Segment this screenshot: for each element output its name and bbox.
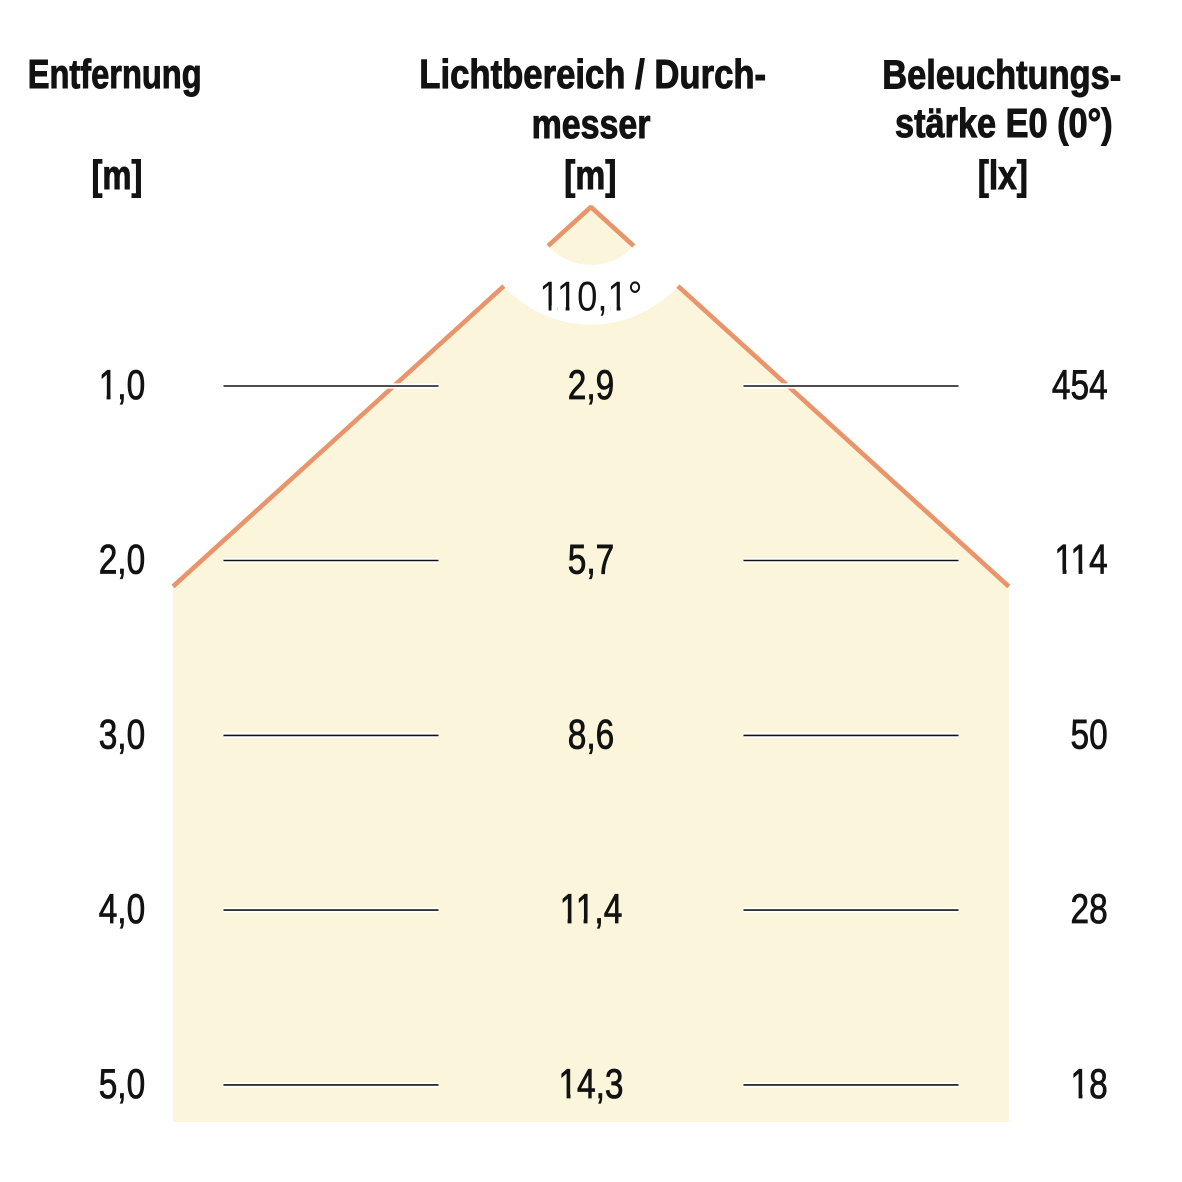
svg-text:4,0: 4,0 [99,886,145,932]
svg-text:Entfernung: Entfernung [28,52,202,97]
svg-text:5,0: 5,0 [99,1060,145,1106]
svg-text:114: 114 [1054,536,1107,582]
svg-text:110,1°: 110,1° [539,274,642,320]
svg-text:11,4: 11,4 [560,886,623,932]
svg-text:18: 18 [1070,1060,1107,1106]
svg-text:50: 50 [1070,711,1107,757]
svg-text:[m]: [m] [92,153,143,198]
svg-text:2,0: 2,0 [99,536,145,582]
svg-text:8,6: 8,6 [568,711,614,757]
svg-text:28: 28 [1070,886,1107,932]
svg-text:[lx]: [lx] [978,152,1028,198]
svg-text:messer: messer [532,101,651,147]
svg-text:454: 454 [1052,361,1108,407]
svg-text:3,0: 3,0 [99,711,145,757]
svg-text:Lichtbereich / Durch-: Lichtbereich / Durch- [419,52,766,97]
svg-text:Beleuchtungs-: Beleuchtungs- [882,52,1121,97]
svg-text:stärke E0 (0°): stärke E0 (0°) [895,100,1113,145]
svg-text:[m]: [m] [564,152,616,198]
svg-text:1,0: 1,0 [99,361,145,407]
svg-text:14,3: 14,3 [558,1060,623,1106]
svg-text:5,7: 5,7 [568,536,614,582]
svg-text:2,9: 2,9 [568,361,614,407]
